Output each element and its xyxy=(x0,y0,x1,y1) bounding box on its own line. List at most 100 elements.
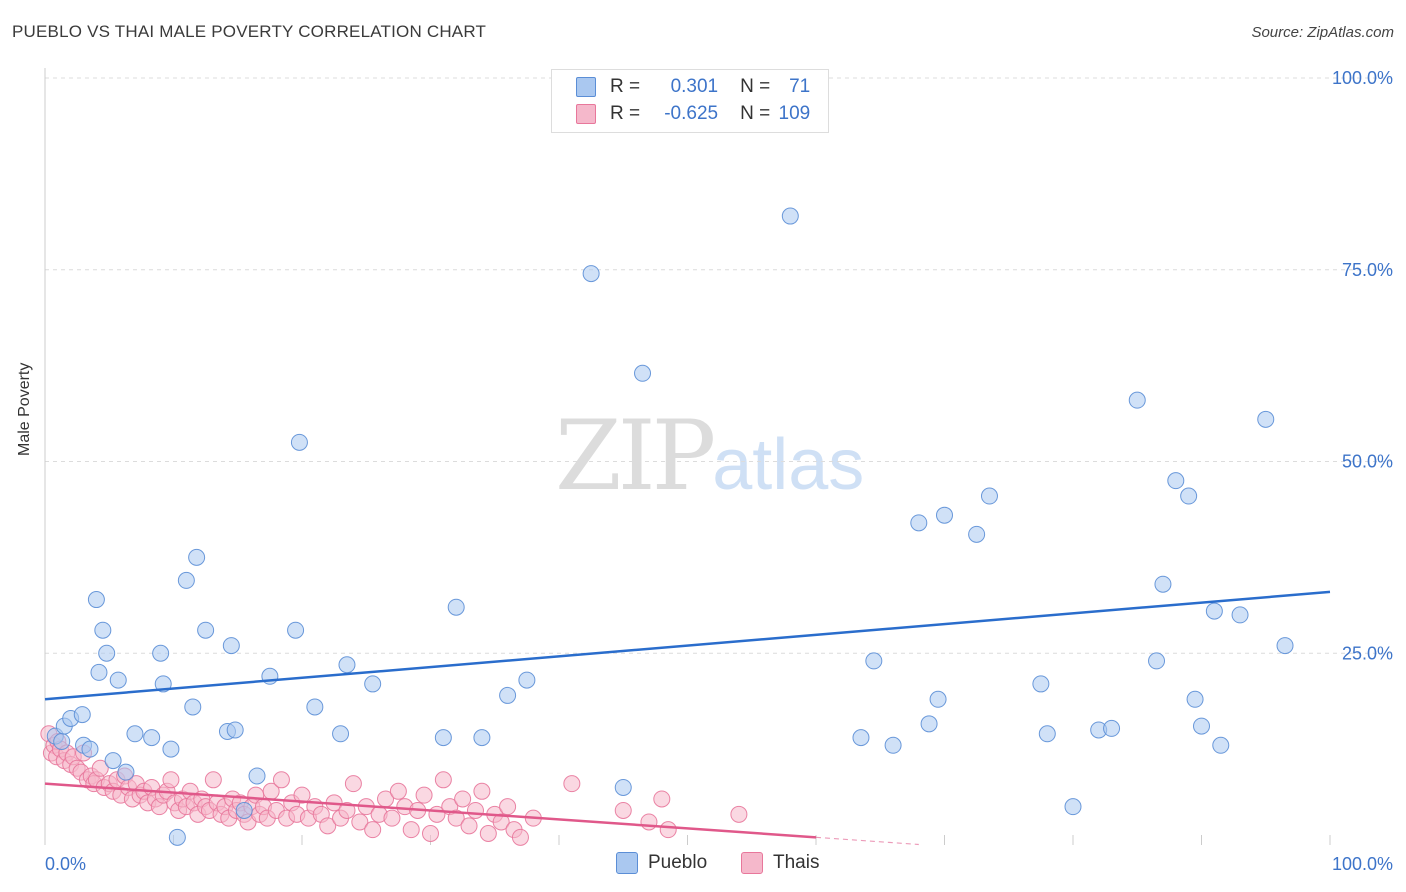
legend-n-value: 109 xyxy=(778,103,811,124)
pueblo-point xyxy=(1231,606,1249,624)
pueblo-point xyxy=(104,752,122,770)
thai-point xyxy=(364,821,382,839)
thai-point xyxy=(473,782,491,800)
pueblo-point xyxy=(447,598,465,616)
legend-r-value: -0.625 xyxy=(664,103,719,124)
thai-point xyxy=(563,775,581,793)
pueblo-point xyxy=(968,525,986,543)
pueblo-point xyxy=(781,207,799,225)
pueblo-point xyxy=(499,686,517,704)
pueblo-point xyxy=(980,487,998,505)
pueblo-point xyxy=(1212,736,1230,754)
pueblo-point xyxy=(473,729,491,747)
pueblo-point xyxy=(81,740,99,758)
y-tick-label: 100.0% xyxy=(1332,68,1393,88)
pueblo-point xyxy=(1180,487,1198,505)
thai-point xyxy=(415,786,433,804)
legend-n-value: 71 xyxy=(789,76,811,97)
source-label: Source: ZipAtlas.com xyxy=(1251,24,1394,41)
pueblo-point xyxy=(168,828,186,846)
thai-point xyxy=(614,801,632,819)
pueblo-point xyxy=(73,706,91,724)
thai-point xyxy=(389,782,407,800)
pueblo-point xyxy=(1257,410,1275,428)
pueblo-point xyxy=(94,621,112,639)
pueblo-point xyxy=(936,506,953,524)
thai-trend-line xyxy=(44,782,817,839)
pueblo-point xyxy=(1148,652,1166,670)
thai-trend-extension xyxy=(815,836,919,846)
thai-point xyxy=(351,813,369,831)
pueblo-point xyxy=(184,698,202,716)
pueblo-point xyxy=(290,433,308,451)
pueblo-point xyxy=(434,729,452,747)
legend-row-pueblo: R = 0.301 N = 71 xyxy=(576,76,810,98)
thai-point xyxy=(344,775,362,793)
thai-point xyxy=(204,771,222,789)
pueblo-point xyxy=(332,725,350,743)
thais-legend-swatch xyxy=(741,852,763,874)
y-tick-label: 50.0% xyxy=(1342,452,1393,472)
pueblo-point xyxy=(287,621,305,639)
thai-point xyxy=(640,813,658,831)
pueblo-point xyxy=(634,364,652,382)
thai-point xyxy=(383,809,401,827)
thai-point xyxy=(653,790,671,808)
bottom-legend-thais: Thais xyxy=(741,852,819,874)
pueblo-point xyxy=(929,690,947,708)
pueblo-point xyxy=(109,671,127,689)
pueblo-point xyxy=(1038,725,1056,743)
bottom-legend-pueblo: Pueblo xyxy=(616,852,707,874)
pueblo-point xyxy=(90,663,108,681)
pueblo-point xyxy=(338,656,356,674)
pueblo-trend-line xyxy=(44,590,1331,701)
thai-point xyxy=(511,828,529,846)
legend-row-thais: R = -0.625 N = 109 xyxy=(576,103,810,125)
thai-point xyxy=(422,824,439,842)
pueblo-point xyxy=(143,729,161,747)
pueblo-point xyxy=(518,671,536,689)
thai-point xyxy=(466,801,484,819)
thai-point xyxy=(272,771,290,789)
pueblo-point xyxy=(1103,719,1121,737)
pueblo-point xyxy=(1167,472,1185,490)
correlation-legend: R = 0.301 N = 71 R = -0.625 N = 109 xyxy=(551,69,829,133)
thai-point xyxy=(447,809,465,827)
pueblo-point xyxy=(188,548,206,566)
pueblo-point xyxy=(884,736,902,754)
thais-legend-label: Thais xyxy=(773,852,820,873)
pueblo-legend-label: Pueblo xyxy=(648,852,708,873)
pueblo-point xyxy=(126,725,144,743)
pueblo-point xyxy=(177,571,195,589)
legend-n-label: N = xyxy=(740,76,771,97)
pueblo-point xyxy=(87,591,105,609)
pueblo-point xyxy=(222,637,240,655)
pueblo-point xyxy=(117,763,135,781)
legend-r-label: R = xyxy=(610,76,641,97)
thai-point xyxy=(454,790,472,808)
legend-r-label: R = xyxy=(610,103,641,124)
x-tick-label: 0.0% xyxy=(45,854,86,874)
pueblo-point xyxy=(226,721,244,739)
watermark: ZIPatlas xyxy=(555,400,864,512)
pueblo-point xyxy=(248,767,266,785)
thai-point xyxy=(492,813,510,831)
pueblo-point xyxy=(1205,602,1223,620)
thai-point xyxy=(659,821,677,839)
thais-swatch xyxy=(576,104,596,124)
pueblo-point xyxy=(1193,717,1210,735)
pueblo-point xyxy=(582,265,600,283)
pueblo-point xyxy=(197,621,215,639)
pueblo-point xyxy=(852,729,870,747)
thai-point xyxy=(91,759,109,777)
pueblo-point xyxy=(306,698,324,716)
pueblo-point xyxy=(53,732,71,750)
watermark-atlas: atlas xyxy=(712,425,865,505)
y-tick-label: 75.0% xyxy=(1342,260,1393,280)
legend-n-label: N = xyxy=(740,103,771,124)
pueblo-point xyxy=(1064,798,1082,816)
pueblo-point xyxy=(1154,575,1172,593)
pueblo-swatch xyxy=(576,77,596,97)
y-tick-label: 25.0% xyxy=(1342,643,1393,663)
